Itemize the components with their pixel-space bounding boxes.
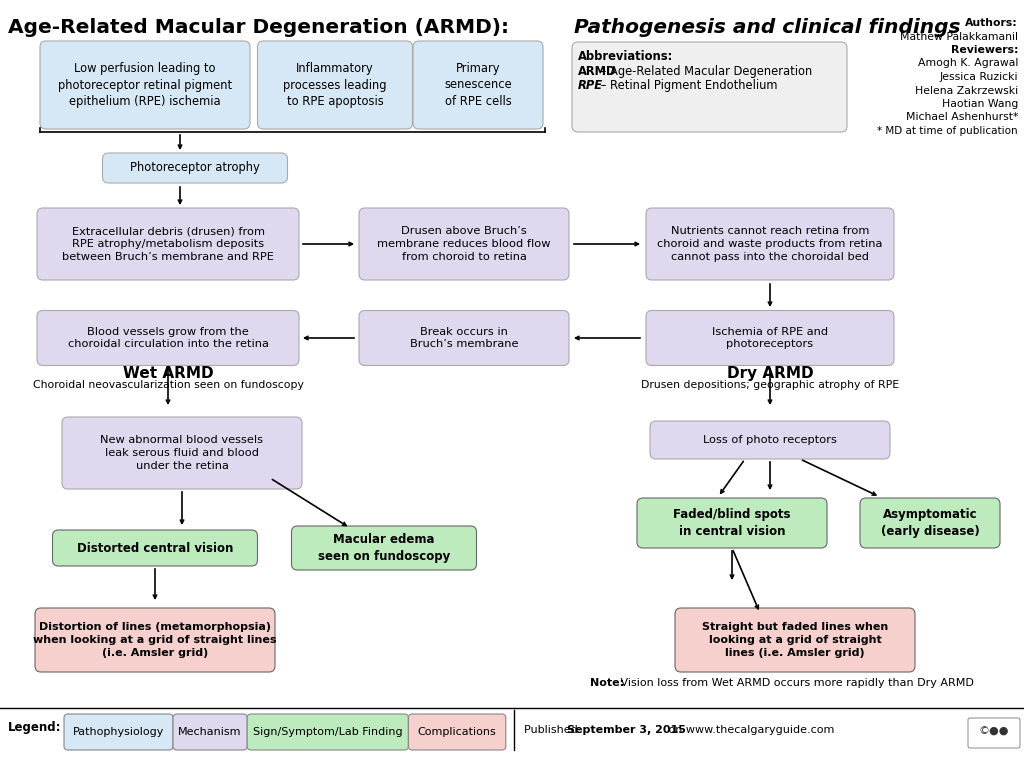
FancyBboxPatch shape <box>359 208 569 280</box>
Text: Low perfusion leading to
photoreceptor retinal pigment
epithelium (RPE) ischemia: Low perfusion leading to photoreceptor r… <box>58 62 232 108</box>
Text: ARMD: ARMD <box>578 65 616 78</box>
Text: Mathew Palakkamanil: Mathew Palakkamanil <box>900 31 1018 41</box>
FancyBboxPatch shape <box>409 714 506 750</box>
Text: Break occurs in
Bruch’s membrane: Break occurs in Bruch’s membrane <box>410 326 518 349</box>
Text: Loss of photo receptors: Loss of photo receptors <box>703 435 837 445</box>
FancyBboxPatch shape <box>247 714 409 750</box>
FancyBboxPatch shape <box>63 714 173 750</box>
Text: September 3, 2015: September 3, 2015 <box>567 725 686 735</box>
Text: – Age-Related Macular Degeneration: – Age-Related Macular Degeneration <box>597 65 812 78</box>
FancyBboxPatch shape <box>968 718 1020 748</box>
Text: Note:: Note: <box>590 678 624 688</box>
Text: Legend:: Legend: <box>8 721 61 734</box>
FancyBboxPatch shape <box>52 530 257 566</box>
FancyBboxPatch shape <box>62 417 302 489</box>
FancyBboxPatch shape <box>650 421 890 459</box>
Text: Distorted central vision: Distorted central vision <box>77 541 233 554</box>
FancyBboxPatch shape <box>292 526 476 570</box>
Text: RPE: RPE <box>578 79 603 92</box>
Text: Vision loss from Wet ARMD occurs more rapidly than Dry ARMD: Vision loss from Wet ARMD occurs more ra… <box>617 678 974 688</box>
FancyBboxPatch shape <box>572 42 847 132</box>
Text: Jessica Ruzicki: Jessica Ruzicki <box>939 72 1018 82</box>
Text: – Retinal Pigment Endothelium: – Retinal Pigment Endothelium <box>597 79 777 92</box>
Text: Dry ARMD: Dry ARMD <box>727 366 813 381</box>
Text: Extracellular debris (drusen) from
RPE atrophy/metabolism deposits
between Bruch: Extracellular debris (drusen) from RPE a… <box>62 227 274 262</box>
Text: Faded/blind spots
in central vision: Faded/blind spots in central vision <box>673 508 791 538</box>
Text: Age-Related Macular Degeneration (ARMD):: Age-Related Macular Degeneration (ARMD): <box>8 18 516 37</box>
Text: Straight but faded lines when
looking at a grid of straight
lines (i.e. Amsler g: Straight but faded lines when looking at… <box>701 622 888 658</box>
Text: Helena Zakrzewski: Helena Zakrzewski <box>914 85 1018 95</box>
FancyBboxPatch shape <box>359 310 569 366</box>
Text: Pathogenesis and clinical findings: Pathogenesis and clinical findings <box>574 18 961 37</box>
FancyBboxPatch shape <box>37 310 299 366</box>
FancyBboxPatch shape <box>675 608 915 672</box>
FancyBboxPatch shape <box>637 498 827 548</box>
Text: Michael Ashenhurst*: Michael Ashenhurst* <box>905 112 1018 123</box>
FancyBboxPatch shape <box>646 208 894 280</box>
Text: Mechanism: Mechanism <box>178 727 242 737</box>
Text: Distortion of lines (metamorphopsia)
when looking at a grid of straight lines
(i: Distortion of lines (metamorphopsia) whe… <box>33 622 276 658</box>
Text: New abnormal blood vessels
leak serous fluid and blood
under the retina: New abnormal blood vessels leak serous f… <box>100 435 263 471</box>
Text: on www.thecalgaryguide.com: on www.thecalgaryguide.com <box>666 725 835 735</box>
Text: Reviewers:: Reviewers: <box>950 45 1018 55</box>
FancyBboxPatch shape <box>173 714 247 750</box>
FancyBboxPatch shape <box>646 310 894 366</box>
Text: Wet ARMD: Wet ARMD <box>123 366 213 381</box>
FancyBboxPatch shape <box>860 498 1000 548</box>
Text: Choroidal neovascularization seen on fundoscopy: Choroidal neovascularization seen on fun… <box>33 380 303 390</box>
Text: * MD at time of publication: * MD at time of publication <box>878 126 1018 136</box>
Text: Drusen above Bruch’s
membrane reduces blood flow
from choroid to retina: Drusen above Bruch’s membrane reduces bl… <box>377 227 551 262</box>
Text: ©●●: ©●● <box>979 727 1010 737</box>
Text: Drusen depositions; geographic atrophy of RPE: Drusen depositions; geographic atrophy o… <box>641 380 899 390</box>
Text: Haotian Wang: Haotian Wang <box>942 99 1018 109</box>
Text: Primary
senescence
of RPE cells: Primary senescence of RPE cells <box>444 62 512 108</box>
FancyBboxPatch shape <box>40 41 250 129</box>
Text: Authors:: Authors: <box>966 18 1018 28</box>
Text: Photoreceptor atrophy: Photoreceptor atrophy <box>130 161 260 174</box>
Text: Macular edema
seen on fundoscopy: Macular edema seen on fundoscopy <box>317 533 451 563</box>
FancyBboxPatch shape <box>413 41 543 129</box>
Text: Blood vessels grow from the
choroidal circulation into the retina: Blood vessels grow from the choroidal ci… <box>68 326 268 349</box>
Text: Published: Published <box>524 725 581 735</box>
Text: Inflammatory
processes leading
to RPE apoptosis: Inflammatory processes leading to RPE ap… <box>284 62 387 108</box>
Text: Ischemia of RPE and
photoreceptors: Ischemia of RPE and photoreceptors <box>712 326 828 349</box>
Text: Complications: Complications <box>418 727 497 737</box>
Text: Asymptomatic
(early disease): Asymptomatic (early disease) <box>881 508 979 538</box>
Text: Pathophysiology: Pathophysiology <box>73 727 164 737</box>
FancyBboxPatch shape <box>257 41 413 129</box>
Text: Sign/Symptom/Lab Finding: Sign/Symptom/Lab Finding <box>253 727 402 737</box>
Text: Nutrients cannot reach retina from
choroid and waste products from retina
cannot: Nutrients cannot reach retina from choro… <box>657 227 883 262</box>
FancyBboxPatch shape <box>35 608 275 672</box>
Text: Amogh K. Agrawal: Amogh K. Agrawal <box>918 58 1018 68</box>
FancyBboxPatch shape <box>37 208 299 280</box>
FancyBboxPatch shape <box>102 153 288 183</box>
Text: Abbreviations:: Abbreviations: <box>578 50 673 63</box>
